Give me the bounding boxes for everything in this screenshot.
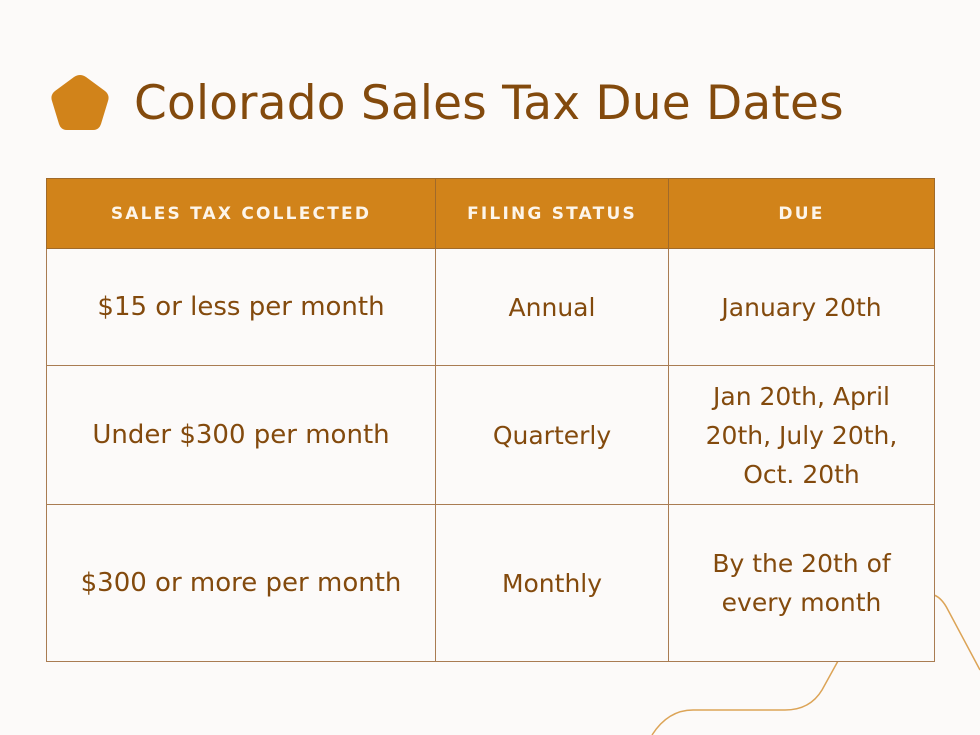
due-line: By the 20th of	[712, 549, 891, 578]
due-line: Jan 20th, April	[713, 381, 890, 411]
table-row: Under $300 per month Quarterly Jan 20th,…	[46, 365, 935, 505]
cell-status: Monthly	[435, 504, 669, 662]
due-dates-table: SALES TAX COLLECTED FILING STATUS DUE $1…	[46, 178, 935, 662]
cell-status: Annual	[435, 248, 669, 366]
header-sales-tax-collected: SALES TAX COLLECTED	[46, 178, 436, 249]
title-row: Colorado Sales Tax Due Dates	[50, 70, 844, 136]
table-row: $300 or more per month Monthly By the 20…	[46, 504, 935, 662]
due-line: Oct. 20th	[743, 459, 860, 489]
due-line: January 20th	[721, 292, 882, 322]
cell-status: Quarterly	[435, 365, 669, 505]
due-line: every month	[721, 588, 882, 617]
cell-due: By the 20th of every month	[668, 504, 935, 662]
cell-collected: $300 or more per month	[46, 504, 436, 662]
header-due: DUE	[668, 178, 935, 249]
table-header-row: SALES TAX COLLECTED FILING STATUS DUE	[46, 178, 935, 249]
due-line: 20th, July 20th,	[705, 420, 898, 450]
table-row: $15 or less per month Annual January 20t…	[46, 248, 935, 366]
cell-collected: Under $300 per month	[46, 365, 436, 505]
pentagon-icon	[51, 75, 109, 130]
page-title: Colorado Sales Tax Due Dates	[134, 75, 844, 131]
cell-collected: $15 or less per month	[46, 248, 436, 366]
cell-due: Jan 20th, April 20th, July 20th, Oct. 20…	[668, 365, 935, 505]
cell-due: January 20th	[668, 248, 935, 366]
header-filing-status: FILING STATUS	[435, 178, 669, 249]
